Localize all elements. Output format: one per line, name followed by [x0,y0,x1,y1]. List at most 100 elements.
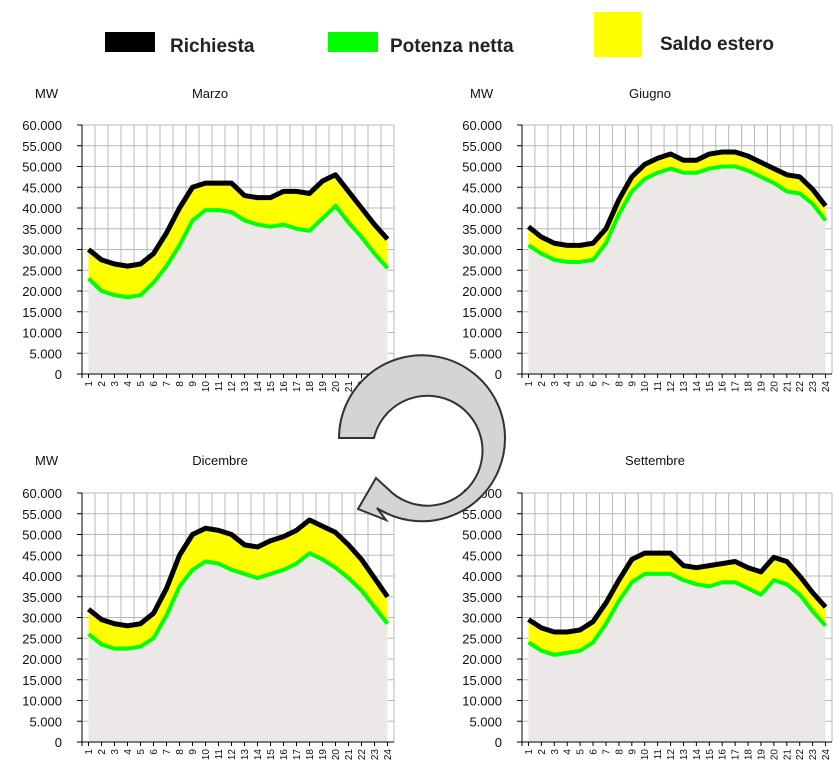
area-saldo-estero [88,519,388,649]
y-tick-label: 40.000 [462,201,502,216]
x-tick-label: 12 [227,749,238,761]
area-base [528,166,826,374]
y-tick-label: 0 [495,367,502,382]
y-tick-label: 45.000 [462,548,502,563]
y-tick-label: 5.000 [469,714,502,729]
y-tick-label: 60.000 [22,486,62,501]
legend-swatch-richiesta [105,32,155,52]
y-tick-label: 25.000 [22,263,62,278]
x-tick-label: 3 [550,381,561,387]
y-tick-label: 55.000 [462,139,502,154]
y-tick-label: 60.000 [462,118,502,133]
y-axis-unit: MW [470,86,494,101]
y-tick-label: 0 [55,367,62,382]
area-saldo-estero [528,553,826,655]
cycle-arrow-icon [337,354,506,523]
x-tick-label: 23 [370,749,381,761]
legend-label-saldo-estero: Saldo estero [660,34,774,55]
x-tick-label: 6 [149,749,160,755]
x-tick-label: 8 [175,749,186,755]
y-tick-label: 35.000 [462,222,502,237]
y-tick-label: 40.000 [462,569,502,584]
x-tick-label: 7 [162,749,173,755]
x-tick-label: 14 [692,381,703,393]
x-tick-label: 19 [756,381,767,393]
y-tick-label: 55.000 [22,507,62,522]
x-tick-label: 4 [563,381,574,387]
y-tick-label: 35.000 [22,222,62,237]
x-tick-label: 12 [227,381,238,393]
x-tick-label: 11 [214,749,225,760]
x-tick-label: 23 [808,749,819,761]
y-tick-label: 50.000 [22,160,62,175]
chart-panel-settembre: 0 5.000 10.000 15.000 20.000 25.000 30.000 35.0… [462,453,833,761]
x-tick-label: 6 [149,381,160,387]
x-tick-label: 5 [576,381,587,387]
x-tick-label: 4 [563,749,574,755]
x-tick-label: 15 [266,749,277,761]
y-tick-label: 55.000 [22,139,62,154]
area-base [88,553,388,742]
x-tick-label: 18 [305,749,316,761]
x-tick-label: 17 [292,381,303,393]
x-tick-label: 12 [666,381,677,393]
x-tick-label: 2 [537,749,548,755]
x-tick-label: 21 [782,749,793,761]
y-tick-label: 50.000 [22,528,62,543]
x-tick-label: 7 [601,749,612,755]
x-tick-label: 1 [84,381,95,387]
y-tick-label: 25.000 [462,631,502,646]
y-tick-label: 30.000 [22,243,62,258]
y-tick-label: 20.000 [22,284,62,299]
y-tick-label: 40.000 [22,569,62,584]
x-tick-label: 7 [601,381,612,387]
x-tick-label: 11 [653,749,664,760]
legend: Richiesta Potenza netta Saldo estero [105,12,774,57]
y-tick-label: 30.000 [462,611,502,626]
x-tick-label: 22 [795,381,806,393]
area-saldo-estero [88,174,388,298]
panel-title: Dicembre [192,453,248,468]
y-tick-label: 5.000 [29,714,62,729]
x-tick-label: 1 [524,381,535,387]
x-tick-label: 24 [821,749,832,761]
x-tick-label: 17 [292,749,303,761]
y-tick-label: 55.000 [462,507,502,522]
x-tick-label: 16 [279,381,290,393]
y-tick-label: 10.000 [22,694,62,709]
y-tick-label: 60.000 [22,118,62,133]
x-tick-label: 5 [136,381,147,387]
series-line-richiesta [526,149,828,248]
x-tick-label: 3 [550,749,561,755]
x-tick-label: 19 [756,749,767,761]
x-tick-label: 2 [97,381,108,387]
series-line-potenza-netta [527,164,828,264]
x-tick-label: 13 [679,381,690,393]
x-tick-label: 5 [136,749,147,755]
x-tick-label: 8 [175,381,186,387]
x-tick-label: 6 [589,381,600,387]
x-tick-label: 10 [640,381,651,393]
x-tick-label: 18 [305,381,316,393]
x-tick-label: 16 [718,381,729,393]
chart-panel-marzo: 0 5.000 10.000 15.000 20.000 25.000 30.000 35.0… [22,86,395,393]
y-tick-label: 10.000 [22,326,62,341]
x-tick-label: 16 [279,749,290,761]
y-axis-unit: MW [35,86,59,101]
legend-swatch-potenza-netta [328,32,378,52]
panel-title: Settembre [625,453,685,468]
y-tick-label: 45.000 [22,180,62,195]
x-tick-label: 23 [808,381,819,393]
x-tick-label: 13 [679,749,690,761]
y-tick-label: 10.000 [462,326,502,341]
x-tick-label: 21 [344,381,355,393]
series-line-potenza-netta [87,203,389,300]
x-tick-label: 2 [97,749,108,755]
x-tick-label: 15 [705,749,716,761]
y-tick-label: 45.000 [22,548,62,563]
x-tick-label: 1 [524,749,535,755]
x-tick-label: 20 [331,749,342,761]
series-line-potenza-netta [87,551,390,651]
chart-panel-dicembre: 0 5.000 10.000 15.000 20.000 25.000 30.000 35.0… [22,453,395,761]
